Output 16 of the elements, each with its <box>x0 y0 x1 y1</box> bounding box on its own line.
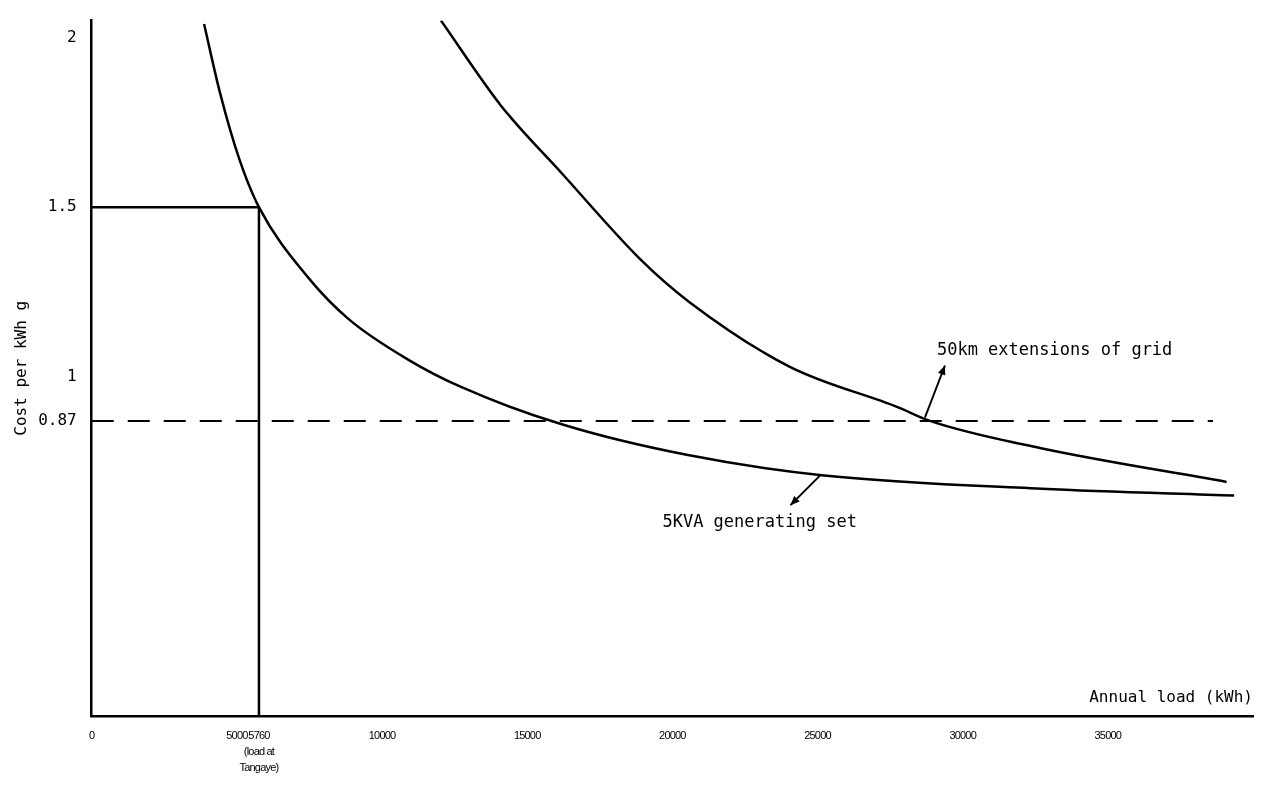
x-tick-label: 0 <box>89 728 96 741</box>
x-tick-label: 20000 <box>659 728 687 741</box>
x-axis-title: Annual load (kWh) <box>1089 687 1253 706</box>
y-tick-label: 1 <box>67 365 77 385</box>
annotation: 50km extensions of grid <box>936 339 1173 360</box>
x-tick-label: 10000 <box>368 728 397 741</box>
x-tick-label: 5000 <box>226 728 249 741</box>
y-tick-label: 2 <box>67 26 77 46</box>
y-axis-title: Cost per kWh g <box>10 300 30 436</box>
y-tick-label: 0.87 <box>38 410 77 430</box>
x-tick-label: 25000 <box>804 728 832 741</box>
x-tick-label: 30000 <box>949 728 977 741</box>
y-tick-label: 1.5 <box>47 196 77 216</box>
x-tick-label: 15000 <box>513 728 542 741</box>
x-tick-label: 35000 <box>1094 728 1122 741</box>
annotation: 5KVA generating set <box>662 511 857 532</box>
